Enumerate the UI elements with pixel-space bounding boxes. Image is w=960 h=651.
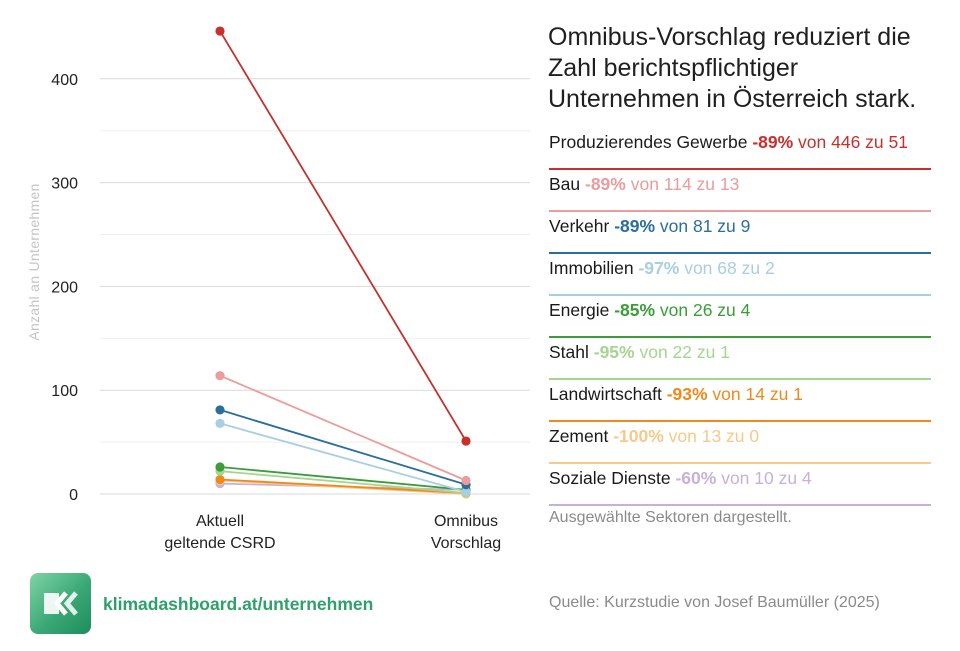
chart: 0 100 200 300 400 Aktuell geltende CSRD Omnibu…	[26, 26, 530, 552]
data-point	[461, 475, 471, 486]
legend-item-change: von 68 zu 2	[684, 258, 775, 278]
y-tick-label: 200	[51, 279, 78, 296]
series-lines	[215, 26, 471, 499]
data-point	[215, 371, 225, 381]
legend-item-name: Produzierendes Gewerbe	[549, 132, 753, 152]
legend-item-name: Stahl	[549, 342, 594, 362]
series-1	[215, 371, 471, 486]
legend-item: Stahl -95% von 22 zu 1	[549, 338, 931, 380]
legend-item: Landwirtschaft -93% von 14 zu 1	[549, 380, 931, 422]
series-3	[215, 418, 471, 497]
x-category-label: Aktuell geltende CSRD	[164, 513, 275, 552]
legend-item-percent: -89%	[752, 132, 799, 152]
series-line	[219, 30, 467, 442]
source-note: Quelle: Kurzstudie von Josef Baumüller (…	[549, 594, 880, 611]
legend-item-name: Bau	[549, 174, 585, 194]
legend-item: Verkehr -89% von 81 zu 9	[549, 212, 931, 254]
legend-item-name: Energie	[549, 300, 615, 320]
series-line	[219, 409, 467, 486]
legend: Produzierendes Gewerbe -89% von 446 zu 5…	[549, 128, 931, 506]
y-tick-label: 0	[69, 487, 78, 504]
legend-item-name: Landwirtschaft	[549, 384, 667, 404]
series-line	[219, 466, 467, 491]
data-point	[461, 436, 471, 446]
legend-item-percent: -85%	[614, 300, 660, 320]
y-axis-label: Anzahl an Unternehmen	[26, 183, 42, 340]
legend-item-change: von 22 zu 1	[639, 342, 730, 362]
legend-item-percent: -97%	[638, 258, 685, 278]
legend-item: Zement -100% von 13 zu 0	[549, 422, 931, 464]
series-line	[219, 478, 467, 494]
note: Ausgewählte Sektoren dargestellt.	[549, 509, 792, 526]
legend-item-percent: -89%	[585, 174, 631, 194]
legend-item: Soziale Dienste -60% von 10 zu 4	[549, 464, 931, 506]
series-line	[219, 422, 467, 493]
data-point	[215, 474, 225, 485]
legend-item-percent: -100%	[613, 426, 669, 446]
legend-item-percent: -93%	[666, 384, 713, 404]
legend-item: Bau -89% von 114 zu 13	[549, 170, 931, 212]
legend-item-change: von 114 zu 13	[630, 174, 740, 194]
y-axis-ticks: 0 100 200 300 400	[51, 72, 78, 504]
legend-item-name: Verkehr	[549, 216, 615, 236]
y-tick-label: 100	[51, 383, 78, 400]
legend-item-name: Immobilien	[549, 258, 639, 278]
legend-item-name: Zement	[549, 426, 614, 446]
double-chevron-left-icon	[44, 591, 78, 616]
data-point	[215, 405, 225, 415]
x-category-label: Omnibus Vorschlag	[431, 513, 501, 552]
chart-title: Omnibus-Vorschlag reduziert die Zahl ber…	[548, 23, 917, 113]
legend-item: Immobilien -97% von 68 zu 2	[549, 254, 931, 296]
series-line	[219, 479, 467, 495]
legend-item-change: von 10 zu 4	[721, 468, 812, 488]
data-point	[461, 487, 471, 497]
legend-item-change: von 26 zu 4	[659, 300, 751, 320]
data-point	[215, 26, 225, 36]
legend-item-change: von 13 zu 0	[668, 426, 760, 446]
series-2	[215, 405, 471, 490]
legend-item-name: Soziale Dienste	[549, 468, 676, 488]
series-0	[215, 26, 471, 446]
series-line	[219, 374, 467, 482]
y-tick-label: 300	[51, 176, 78, 193]
legend-item: Produzierendes Gewerbe -89% von 446 zu 5…	[549, 128, 931, 170]
legend-item-change: von 81 zu 9	[659, 216, 751, 236]
legend-item-percent: -95%	[593, 342, 640, 362]
grid	[100, 78, 530, 495]
legend-item-change: von 446 zu 51	[798, 132, 908, 152]
website-link[interactable]: klimadashboard.at/unternehmen	[103, 594, 374, 614]
legend-item-percent: -60%	[675, 468, 722, 488]
legend-item-change: von 14 zu 1	[712, 384, 803, 404]
legend-item-percent: -89%	[614, 216, 660, 236]
y-tick-label: 400	[51, 72, 78, 89]
x-axis-categories: Aktuell geltende CSRD Omnibus Vorschlag	[164, 513, 501, 552]
data-point	[215, 462, 225, 472]
legend-item: Energie -85% von 26 zu 4	[549, 296, 931, 338]
series-line	[219, 470, 467, 494]
logo[interactable]	[30, 573, 91, 634]
data-point	[215, 418, 225, 429]
